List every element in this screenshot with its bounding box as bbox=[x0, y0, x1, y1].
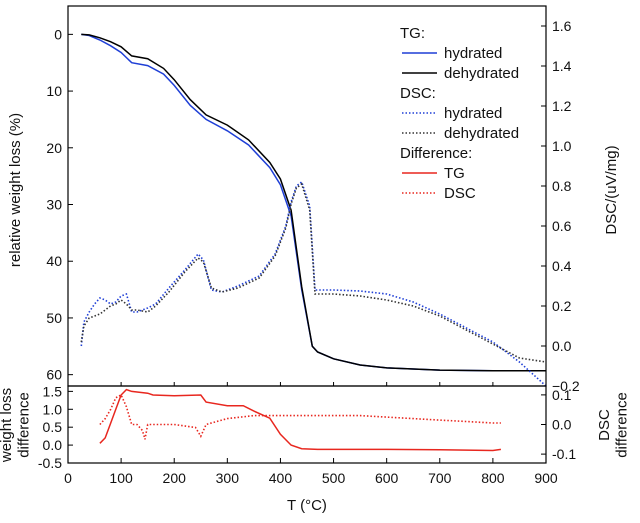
x-axis-tick-label: 100 bbox=[109, 470, 133, 486]
top-left-axis-tick-label: 10 bbox=[46, 83, 62, 99]
tg-dehydrated-line bbox=[81, 33, 546, 372]
legend-entry-label: DSC bbox=[444, 185, 476, 202]
bottom-left-axis-tick-label: 0.0 bbox=[43, 437, 63, 453]
legend-entry-label: dehydrated bbox=[444, 125, 519, 142]
top-left-axis-tick-label: 40 bbox=[46, 253, 62, 269]
dsc-hydrated-line bbox=[80, 180, 547, 387]
legend-entry-label: hydrated bbox=[444, 45, 502, 62]
legend-entry-label: TG bbox=[444, 165, 465, 182]
top-left-axis-tick-label: 30 bbox=[46, 197, 62, 213]
legend-entry-label: dehydrated bbox=[444, 65, 519, 82]
x-axis-tick-label: 500 bbox=[322, 470, 346, 486]
x-axis-tick-label: 800 bbox=[481, 470, 505, 486]
top-panel: 0 10 20 30 40 50 60 1.6 1.4 1.2 1.0 0.8 0.6 0.4 0.2 0.… bbox=[7, 5, 620, 394]
top-right-axis-tick-label: 0.4 bbox=[552, 258, 572, 274]
bottom-left-axis-tick-label: -0.5 bbox=[38, 455, 62, 471]
x-axis-label: T (°C) bbox=[287, 497, 327, 514]
x-axis-tick-label: 700 bbox=[428, 470, 452, 486]
top-left-axis-label: relative weight loss (%) bbox=[7, 113, 24, 267]
top-right-axis-tick-label: 0.6 bbox=[552, 218, 572, 234]
top-series-layer bbox=[80, 33, 547, 387]
top-right-axis-tick-label: 1.2 bbox=[552, 98, 572, 114]
top-left-axis: 0 10 20 30 40 50 60 bbox=[46, 26, 73, 383]
x-axis-tick-label: 600 bbox=[375, 470, 399, 486]
bot-left-label-line: weight loss bbox=[0, 388, 15, 463]
legend-group-title: Difference: bbox=[400, 145, 472, 162]
x-axis-tick-label: 900 bbox=[534, 470, 558, 486]
top-left-axis-tick-label: 50 bbox=[46, 310, 62, 326]
bottom-panel: 1.51.00.50.0-0.5 0.10.0-0.1 weight lossd… bbox=[0, 383, 630, 471]
bottom-plot-frame bbox=[67, 385, 547, 464]
legend-entry-label: hydrated bbox=[444, 105, 502, 122]
bottom-left-axis: 1.5 1.0 0.5 0.0 -0.5 bbox=[38, 383, 73, 471]
top-right-axis-tick-label: 0.0 bbox=[552, 338, 572, 354]
bottom-right-axis: 0.1 0.0 -0.1 bbox=[541, 387, 576, 462]
bottom-left-axis-label: weight lossdifference bbox=[0, 388, 32, 463]
x-axis-tick-label: 200 bbox=[163, 470, 187, 486]
top-right-axis-label: DSC/(uV/mg) bbox=[603, 145, 620, 234]
difference-dsc-line bbox=[99, 393, 501, 440]
top-right-axis-tick-label: 1.4 bbox=[552, 58, 572, 74]
x-axis-tick-label: 300 bbox=[216, 470, 240, 486]
difference-tg-line bbox=[99, 388, 502, 452]
bottom-series-layer bbox=[99, 388, 502, 452]
x-axis: 0 100 200 300 400 500 600 700 800 900 bbox=[64, 382, 558, 486]
tg-hydrated-line bbox=[81, 33, 546, 372]
top-left-axis-tick-label: 60 bbox=[46, 367, 62, 383]
bottom-right-axis-tick-label: 0.0 bbox=[552, 417, 572, 433]
top-right-axis: 1.6 1.4 1.2 1.0 0.8 0.6 0.4 0.2 0.0 −0.2 bbox=[541, 18, 580, 394]
top-right-axis-tick-label: −0.2 bbox=[552, 378, 580, 394]
bot-left-label-line: difference bbox=[15, 392, 32, 458]
top-right-axis-tick-label: 1.0 bbox=[552, 138, 572, 154]
bottom-right-axis-tick-label: 0.1 bbox=[552, 387, 572, 403]
bottom-left-axis-tick-label: 1.5 bbox=[43, 383, 63, 399]
top-left-axis-tick-label: 20 bbox=[46, 140, 62, 156]
bot-right-label-line: difference bbox=[613, 392, 630, 458]
bottom-right-axis-tick-label: -0.1 bbox=[552, 446, 576, 462]
legend: TG: hydrated dehydrated DSC: hydrated dehydra… bbox=[400, 25, 519, 202]
bottom-left-axis-tick-label: 0.5 bbox=[43, 419, 63, 435]
dsc-dehydrated-line bbox=[80, 182, 547, 363]
bot-right-label-line: DSC bbox=[596, 409, 613, 441]
top-right-axis-tick-label: 1.6 bbox=[552, 18, 572, 34]
legend-group-title: DSC: bbox=[400, 85, 436, 102]
legend-group-title: TG: bbox=[400, 25, 425, 42]
x-axis-tick-label: 400 bbox=[269, 470, 293, 486]
bottom-right-axis-label: DSCdifference bbox=[596, 392, 630, 458]
top-left-axis-tick-label: 0 bbox=[54, 26, 62, 42]
x-axis-tick-label: 0 bbox=[64, 470, 72, 486]
top-right-axis-tick-label: 0.8 bbox=[552, 178, 572, 194]
top-right-axis-tick-label: 0.2 bbox=[552, 298, 572, 314]
bottom-left-axis-tick-label: 1.0 bbox=[43, 401, 63, 417]
